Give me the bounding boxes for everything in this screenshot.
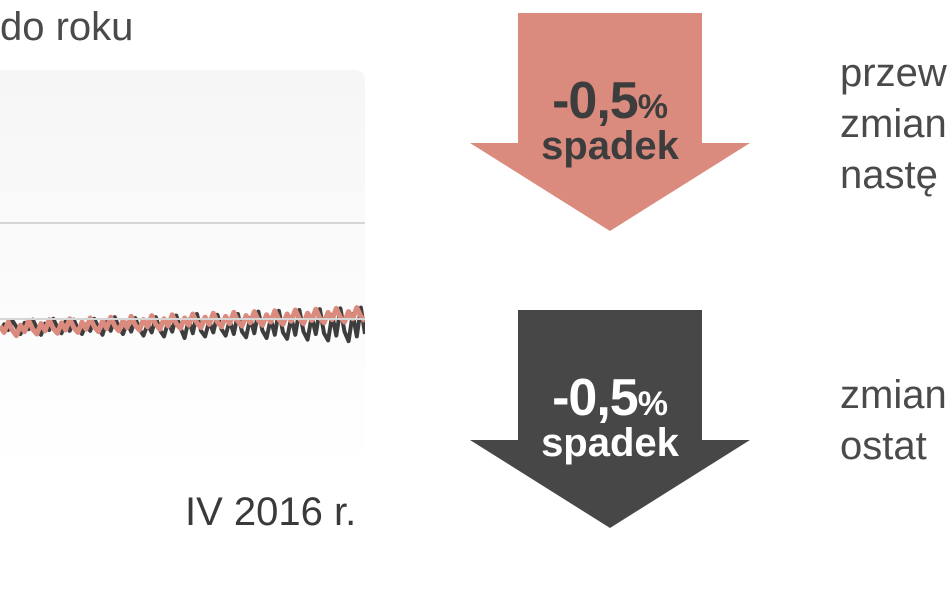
forecast-description: przewzmiannastę <box>840 48 947 202</box>
chart-svg <box>0 70 365 470</box>
arrow-top-sub: spadek <box>470 125 750 167</box>
arrow-bottom-text: -0,5% spadek <box>470 371 750 464</box>
arrow-bottom-value: -0,5 <box>552 369 638 427</box>
arrow-callout-actual: -0,5% spadek <box>470 310 750 528</box>
arrow-callout-forecast: -0,5% spadek <box>470 13 750 231</box>
arrow-top-pct: % <box>638 88 668 126</box>
chart-title: do roku <box>0 5 133 50</box>
arrow-bottom-pct: % <box>638 385 668 423</box>
x-axis-end-label: IV 2016 r. <box>185 490 356 535</box>
chart-area <box>0 70 365 470</box>
gridline <box>0 222 365 224</box>
gridline <box>0 318 365 320</box>
arrow-bottom-sub: spadek <box>470 422 750 464</box>
arrow-top-text: -0,5% spadek <box>470 74 750 167</box>
actual-description: zmianostat <box>840 370 947 472</box>
arrow-top-value: -0,5 <box>552 72 638 130</box>
